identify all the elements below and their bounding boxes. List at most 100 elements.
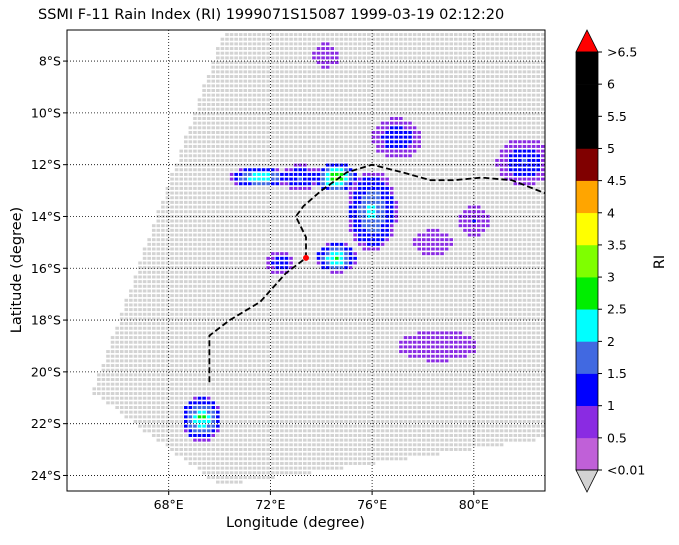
swath-pixel (540, 280, 545, 284)
swath-pixel (508, 294, 513, 298)
swath-pixel (417, 219, 421, 223)
swath-pixel (362, 144, 367, 148)
swath-pixel (504, 200, 508, 204)
swath-pixel (197, 289, 202, 293)
swath-pixel (458, 112, 463, 116)
swath-pixel (229, 280, 234, 284)
swath-pixel (261, 252, 266, 256)
swath-pixel (435, 93, 440, 97)
swath-pixel (431, 84, 435, 88)
swath-pixel (307, 196, 312, 200)
swath-pixel (522, 116, 527, 120)
swath-pixel (454, 196, 458, 200)
swath-pixel (403, 233, 408, 237)
swath-pixel (518, 107, 522, 111)
swath-pixel (353, 266, 357, 270)
swath-pixel (353, 200, 357, 204)
swath-pixel (197, 98, 202, 102)
swath-pixel (385, 214, 389, 218)
swath-pixel (412, 149, 417, 153)
swath-pixel (426, 252, 431, 256)
swath-pixel (440, 144, 444, 148)
swath-pixel (257, 89, 261, 93)
swath-pixel (408, 275, 412, 279)
swath-pixel (353, 294, 357, 298)
swath-pixel (243, 303, 248, 307)
swath-pixel (298, 126, 303, 130)
swath-pixel (408, 140, 412, 144)
swath-pixel (421, 261, 426, 265)
swath-pixel (481, 37, 486, 41)
swath-pixel (353, 238, 357, 242)
swath-pixel (161, 210, 165, 214)
swath-pixel (280, 112, 284, 116)
swath-pixel (380, 89, 385, 93)
swath-pixel (531, 47, 536, 51)
swath-pixel (179, 233, 184, 237)
swath-pixel (536, 210, 540, 214)
swath-pixel (527, 224, 531, 228)
swath-pixel (527, 233, 531, 237)
swath-pixel (431, 37, 435, 41)
swath-pixel (353, 70, 357, 74)
swath-pixel (399, 84, 403, 88)
swath-pixel (325, 228, 330, 232)
swath-pixel (481, 228, 486, 232)
swath-pixel (362, 280, 367, 284)
swath-pixel (321, 112, 325, 116)
swath-pixel (348, 233, 353, 237)
swath-pixel (220, 312, 225, 316)
swath-pixel (376, 256, 380, 260)
swath-pixel (353, 98, 357, 102)
swath-pixel (508, 70, 513, 74)
swath-pixel (481, 47, 486, 51)
swath-pixel (188, 126, 193, 130)
swath-pixel (206, 112, 211, 116)
swath-pixel (257, 126, 261, 130)
swath-pixel (193, 280, 197, 284)
swath-pixel (481, 256, 486, 260)
swath-pixel (458, 242, 463, 246)
swath-pixel (371, 70, 376, 74)
swath-pixel (289, 186, 293, 190)
swath-pixel (362, 135, 367, 139)
swath-pixel (133, 284, 138, 288)
swath-pixel (344, 177, 348, 181)
swath-pixel (522, 149, 527, 153)
swath-pixel (252, 196, 257, 200)
swath-pixel (312, 289, 316, 293)
swath-pixel (257, 112, 261, 116)
swath-pixel (362, 116, 367, 120)
swath-pixel (197, 116, 202, 120)
swath-pixel (280, 75, 284, 79)
swath-pixel (266, 144, 270, 148)
swath-pixel (289, 261, 293, 265)
swath-pixel (229, 33, 234, 37)
swath-pixel (431, 135, 435, 139)
swath-pixel (458, 266, 463, 270)
swath-pixel (522, 186, 527, 190)
swath-pixel (202, 219, 206, 223)
swath-pixel (211, 158, 216, 162)
swath-pixel (394, 177, 399, 181)
swath-pixel (353, 158, 357, 162)
swath-pixel (495, 252, 499, 256)
swath-pixel (234, 79, 238, 83)
swath-pixel (490, 47, 495, 51)
swath-pixel (183, 210, 188, 214)
swath-pixel (170, 238, 174, 242)
swath-pixel (394, 256, 399, 260)
swath-pixel (307, 242, 312, 246)
swath-pixel (467, 89, 472, 93)
swath-pixel (499, 51, 504, 55)
swath-pixel (275, 163, 280, 167)
swath-pixel (367, 140, 371, 144)
swath-pixel (431, 219, 435, 223)
swath-pixel (216, 130, 220, 134)
swath-pixel (302, 294, 307, 298)
swath-pixel (449, 84, 454, 88)
swath-pixel (183, 275, 188, 279)
swath-pixel (421, 102, 426, 106)
swath-pixel (362, 200, 367, 204)
swath-pixel (385, 158, 389, 162)
